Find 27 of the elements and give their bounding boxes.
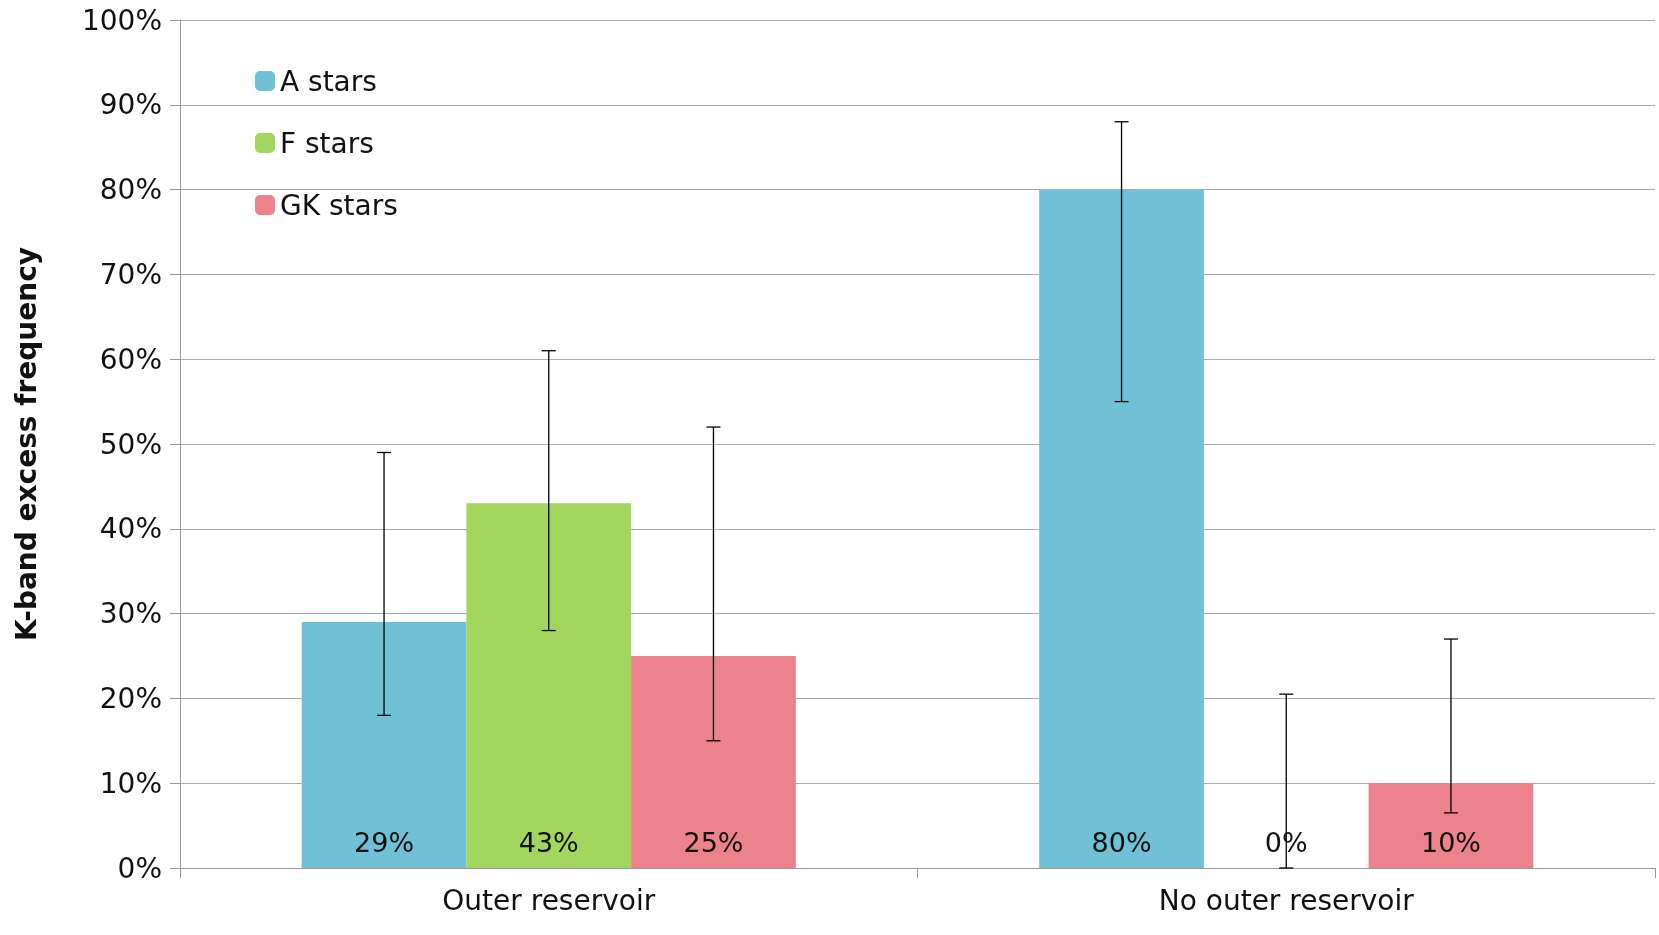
data-label: 29% (354, 827, 415, 858)
y-tick-label: 40% (99, 512, 162, 546)
y-tick-label: 20% (99, 681, 162, 715)
y-tick-label: 80% (99, 173, 162, 207)
y-tick-label: 10% (99, 766, 162, 800)
legend-label: GK stars (280, 188, 398, 222)
x-tick-label: No outer reservoir (1158, 883, 1415, 917)
data-label: 80% (1091, 827, 1152, 858)
bar (631, 656, 796, 868)
data-label: 43% (518, 827, 579, 858)
y-tick-label: 50% (99, 427, 162, 461)
bar (1039, 189, 1204, 868)
data-label: 25% (683, 827, 744, 858)
legend-label: F stars (280, 126, 374, 160)
data-label: 10% (1420, 827, 1481, 858)
y-tick-label: 30% (99, 597, 162, 631)
y-tick-label: 60% (99, 342, 162, 376)
x-tick-label: Outer reservoir (442, 883, 656, 917)
legend-label: A stars (280, 64, 377, 98)
y-tick-label: 100% (81, 3, 162, 37)
y-axis-title: K-band excess frequency (9, 247, 43, 641)
y-tick-label: 90% (99, 88, 162, 122)
bar (1368, 783, 1534, 868)
y-tick-label: 70% (99, 257, 162, 291)
y-tick-label: 0% (117, 851, 162, 885)
bar (301, 622, 467, 868)
bar (466, 503, 632, 868)
